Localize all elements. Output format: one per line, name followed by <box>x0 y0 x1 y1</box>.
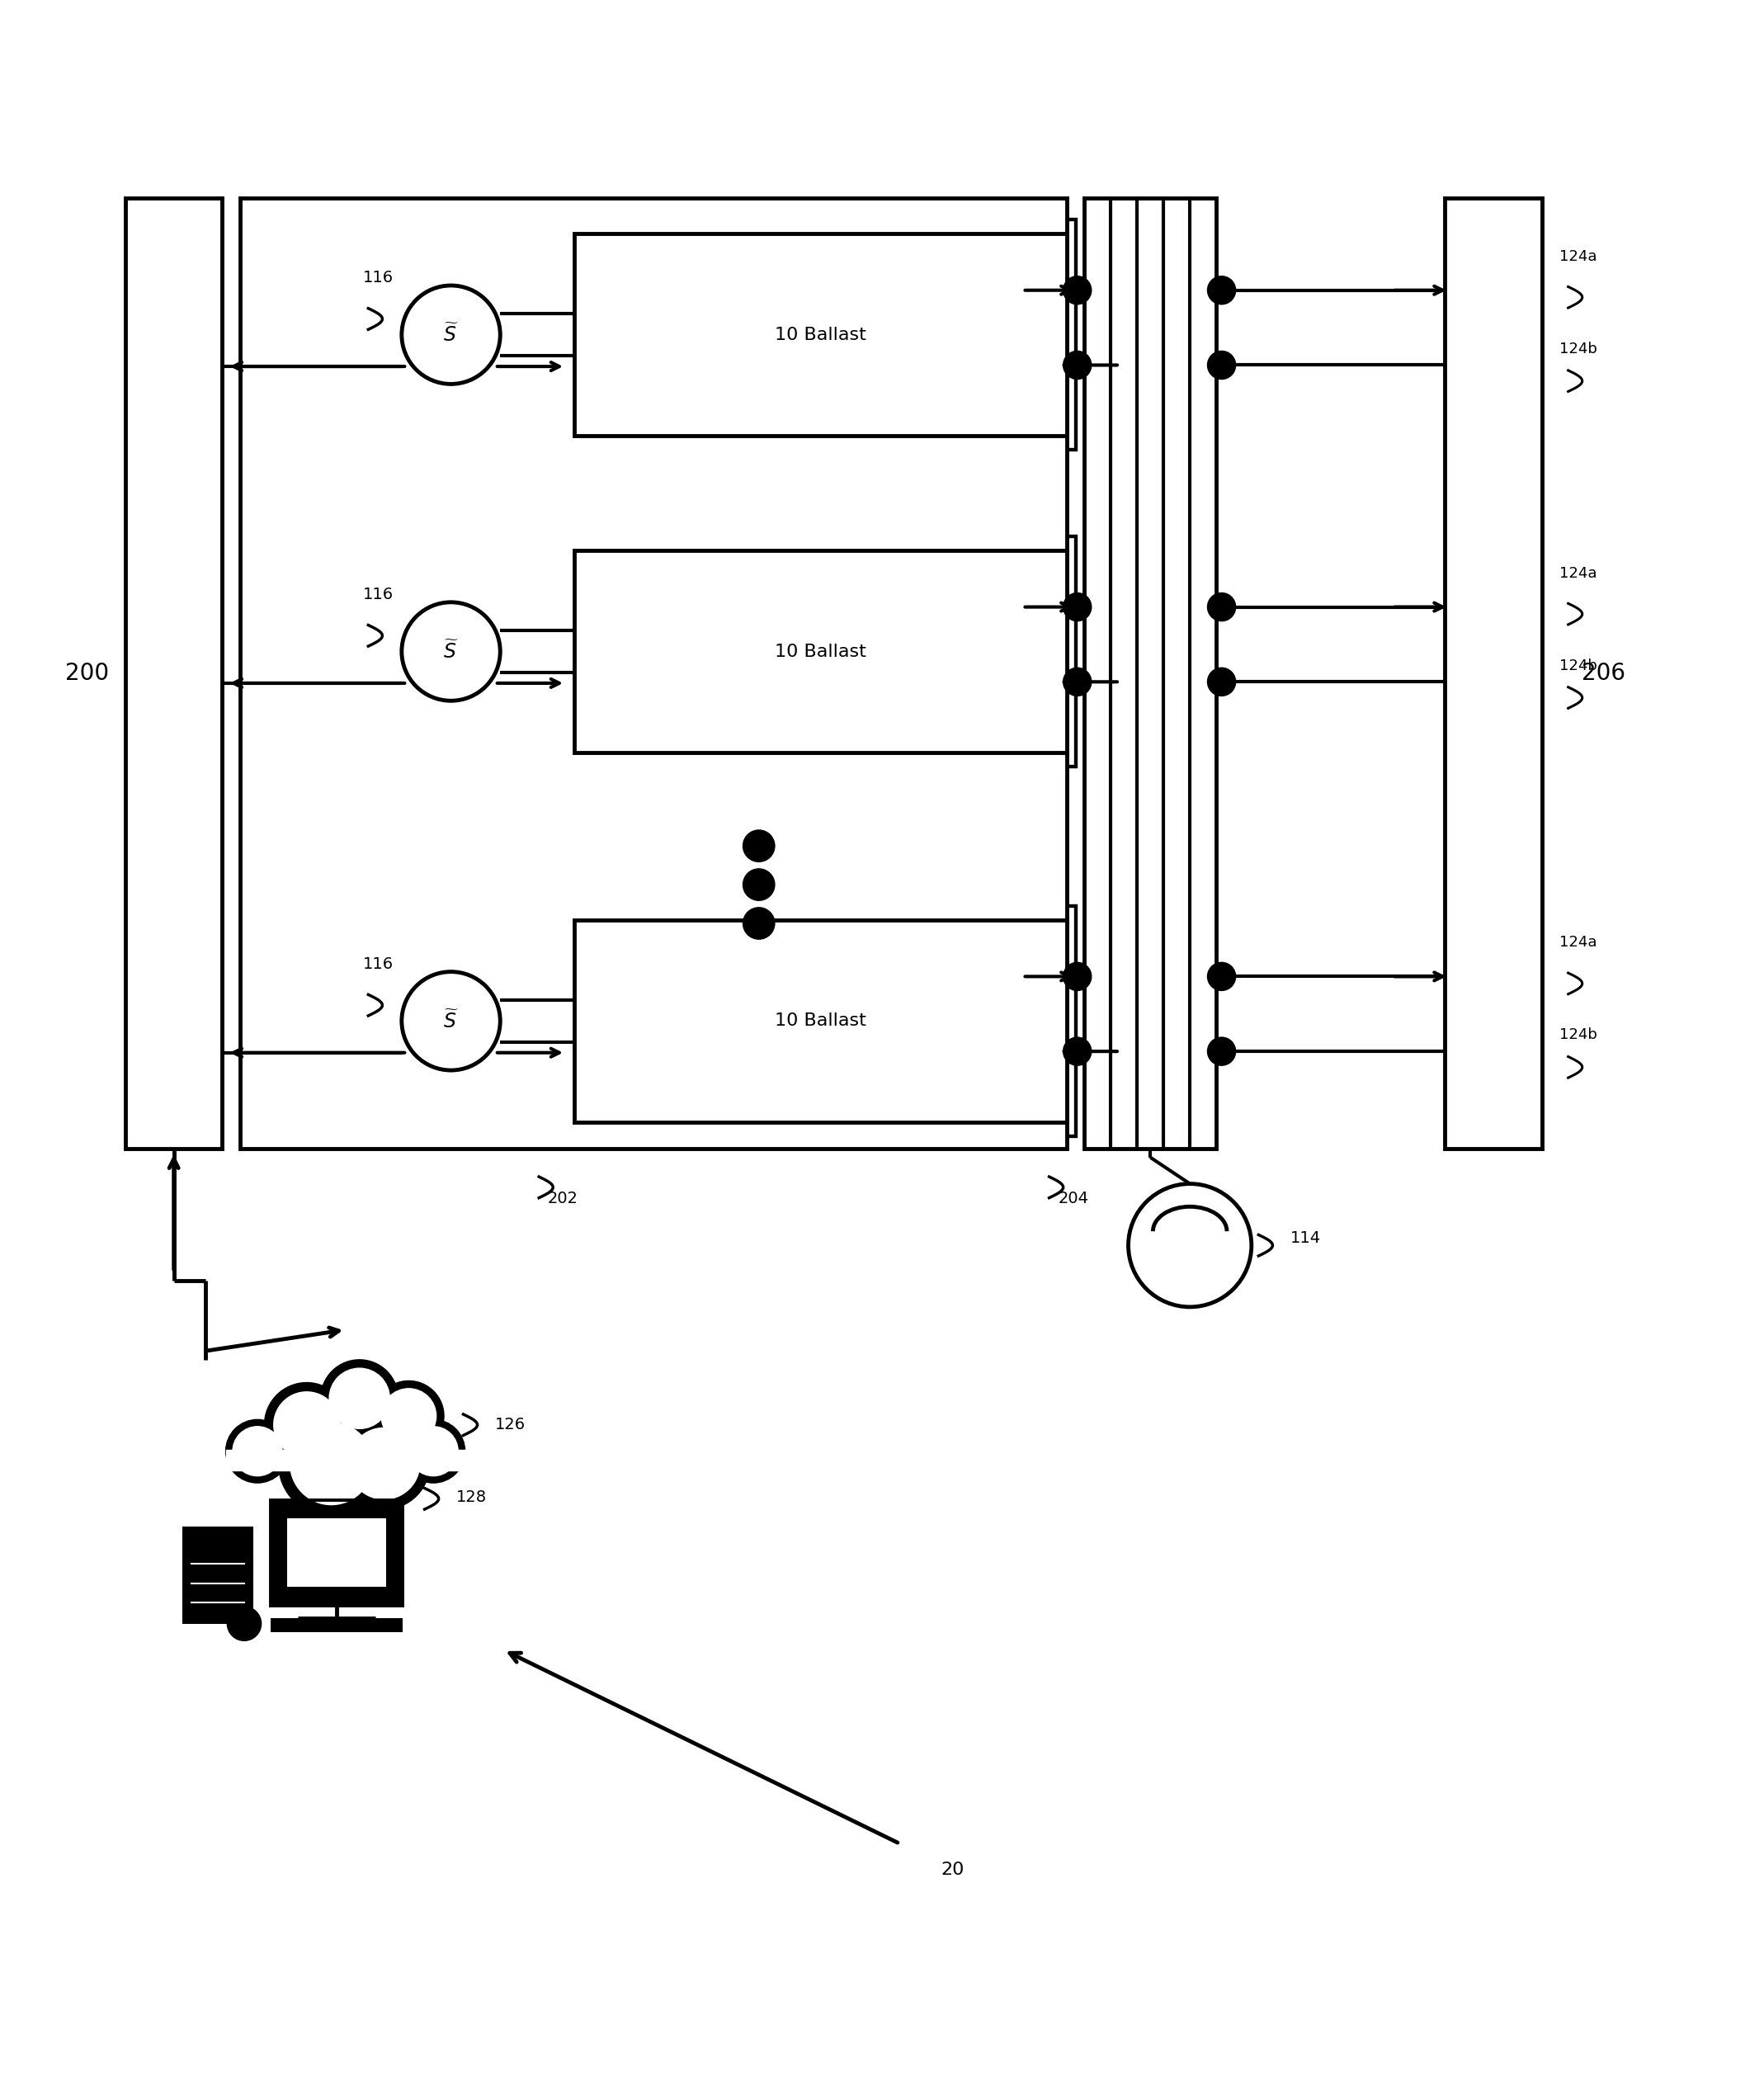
Circle shape <box>289 1423 372 1504</box>
Circle shape <box>1064 962 1092 991</box>
Circle shape <box>330 1368 390 1429</box>
Text: 124a: 124a <box>1559 565 1596 580</box>
Bar <box>270 1619 402 1633</box>
Text: 124b: 124b <box>1559 1028 1596 1043</box>
Circle shape <box>1064 592 1092 622</box>
Text: 200: 200 <box>65 661 109 684</box>
Bar <box>288 1519 386 1587</box>
Circle shape <box>409 1427 459 1477</box>
Circle shape <box>1064 350 1092 380</box>
Text: 10 Ballast: 10 Ballast <box>774 1014 866 1028</box>
Text: 124b: 124b <box>1559 342 1596 357</box>
Bar <box>249 536 1076 768</box>
Bar <box>249 219 1076 451</box>
Circle shape <box>402 286 501 384</box>
Circle shape <box>1208 350 1235 380</box>
Bar <box>183 1527 252 1623</box>
Circle shape <box>1129 1183 1251 1308</box>
Text: 128: 128 <box>457 1489 487 1504</box>
Text: 114: 114 <box>1289 1231 1321 1245</box>
Text: $\widetilde{S}$: $\widetilde{S}$ <box>443 323 459 346</box>
Circle shape <box>273 1391 340 1458</box>
Bar <box>1445 198 1542 1149</box>
Bar <box>240 198 1067 1149</box>
Circle shape <box>1064 668 1092 697</box>
Bar <box>573 234 1067 436</box>
Circle shape <box>402 1421 466 1483</box>
Text: 204: 204 <box>1058 1191 1088 1206</box>
Circle shape <box>226 1606 261 1642</box>
Circle shape <box>349 1427 420 1500</box>
Text: 124a: 124a <box>1559 248 1596 263</box>
Circle shape <box>265 1383 349 1466</box>
Circle shape <box>339 1418 430 1510</box>
Circle shape <box>402 603 501 701</box>
Text: 10 Ballast: 10 Ballast <box>774 642 866 659</box>
Circle shape <box>374 1381 445 1452</box>
Bar <box>1085 198 1217 1149</box>
Text: 10 Ballast: 10 Ballast <box>774 328 866 342</box>
Circle shape <box>1208 275 1235 305</box>
Circle shape <box>743 830 774 862</box>
Bar <box>270 1500 402 1606</box>
Bar <box>249 905 1076 1137</box>
Bar <box>573 551 1067 753</box>
Text: 116: 116 <box>363 586 393 603</box>
Text: $\widetilde{S}$: $\widetilde{S}$ <box>443 640 459 663</box>
Circle shape <box>321 1360 399 1437</box>
Circle shape <box>1208 592 1235 622</box>
Bar <box>573 920 1067 1122</box>
Circle shape <box>233 1427 282 1477</box>
Text: 20: 20 <box>940 1861 965 1877</box>
Text: 124b: 124b <box>1559 659 1596 674</box>
Text: 202: 202 <box>547 1191 579 1206</box>
Circle shape <box>743 868 774 901</box>
Circle shape <box>1064 275 1092 305</box>
Circle shape <box>1208 962 1235 991</box>
Circle shape <box>1064 1037 1092 1066</box>
Circle shape <box>279 1410 385 1517</box>
Bar <box>125 198 222 1149</box>
Circle shape <box>381 1389 436 1444</box>
Circle shape <box>1208 1037 1235 1066</box>
Text: $\widetilde{S}$: $\widetilde{S}$ <box>443 1010 459 1033</box>
Bar <box>226 1450 466 1471</box>
Text: 116: 116 <box>363 269 393 286</box>
Text: 206: 206 <box>1582 661 1625 684</box>
Circle shape <box>743 907 774 939</box>
Circle shape <box>402 972 501 1070</box>
Bar <box>270 1500 402 1606</box>
Text: 124a: 124a <box>1559 935 1596 949</box>
Text: 126: 126 <box>496 1416 526 1433</box>
Text: 116: 116 <box>363 955 393 972</box>
Circle shape <box>226 1421 289 1483</box>
Circle shape <box>1208 668 1235 697</box>
